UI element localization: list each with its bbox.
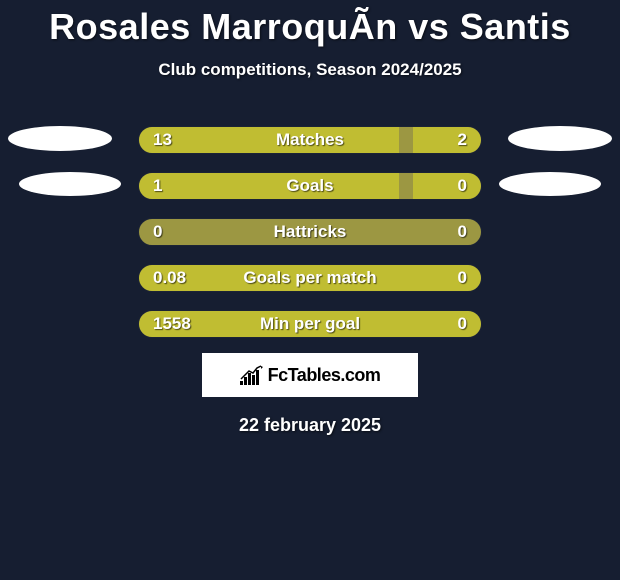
player-right-marker xyxy=(508,126,612,151)
stat-bar: 0 Hattricks 0 xyxy=(138,218,482,246)
stat-row: 13 Matches 2 xyxy=(0,126,620,154)
right-value: 0 xyxy=(458,268,467,288)
right-value: 0 xyxy=(458,176,467,196)
left-value: 13 xyxy=(153,130,172,150)
right-fill xyxy=(413,127,481,153)
right-value: 0 xyxy=(458,314,467,334)
right-value: 2 xyxy=(458,130,467,150)
left-value: 0 xyxy=(153,222,162,242)
stat-label: Min per goal xyxy=(260,314,360,334)
stat-row: 1 Goals 0 xyxy=(0,172,620,200)
fctables-icon xyxy=(240,365,264,385)
left-value: 1 xyxy=(153,176,162,196)
player-left-marker xyxy=(19,172,121,196)
stat-bar: 0.08 Goals per match 0 xyxy=(138,264,482,292)
footer-date: 22 february 2025 xyxy=(239,415,381,436)
stat-label: Goals xyxy=(286,176,333,196)
logo-box: FcTables.com xyxy=(202,353,418,397)
left-value: 0.08 xyxy=(153,268,186,288)
stat-bar: 1558 Min per goal 0 xyxy=(138,310,482,338)
stat-row: 0.08 Goals per match 0 xyxy=(0,264,620,292)
logo-text: FcTables.com xyxy=(268,365,381,386)
stat-label: Goals per match xyxy=(243,268,376,288)
stat-row: 1558 Min per goal 0 xyxy=(0,310,620,338)
left-fill xyxy=(139,173,399,199)
main-container: Rosales MarroquÃ­n vs Santis Club compet… xyxy=(0,0,620,436)
left-value: 1558 xyxy=(153,314,191,334)
player-left-marker xyxy=(8,126,112,151)
right-fill xyxy=(413,173,481,199)
stat-label: Matches xyxy=(276,130,344,150)
page-subtitle: Club competitions, Season 2024/2025 xyxy=(158,60,461,80)
stat-row: 0 Hattricks 0 xyxy=(0,218,620,246)
right-value: 0 xyxy=(458,222,467,242)
left-fill xyxy=(139,127,399,153)
player-right-marker xyxy=(499,172,601,196)
stat-label: Hattricks xyxy=(274,222,347,242)
stat-bar: 1 Goals 0 xyxy=(138,172,482,200)
stat-bar: 13 Matches 2 xyxy=(138,126,482,154)
page-title: Rosales MarroquÃ­n vs Santis xyxy=(49,6,571,48)
comparison-chart: 13 Matches 2 1 Goals 0 0 Hattricks 0 0.08 Goals pe… xyxy=(0,126,620,338)
